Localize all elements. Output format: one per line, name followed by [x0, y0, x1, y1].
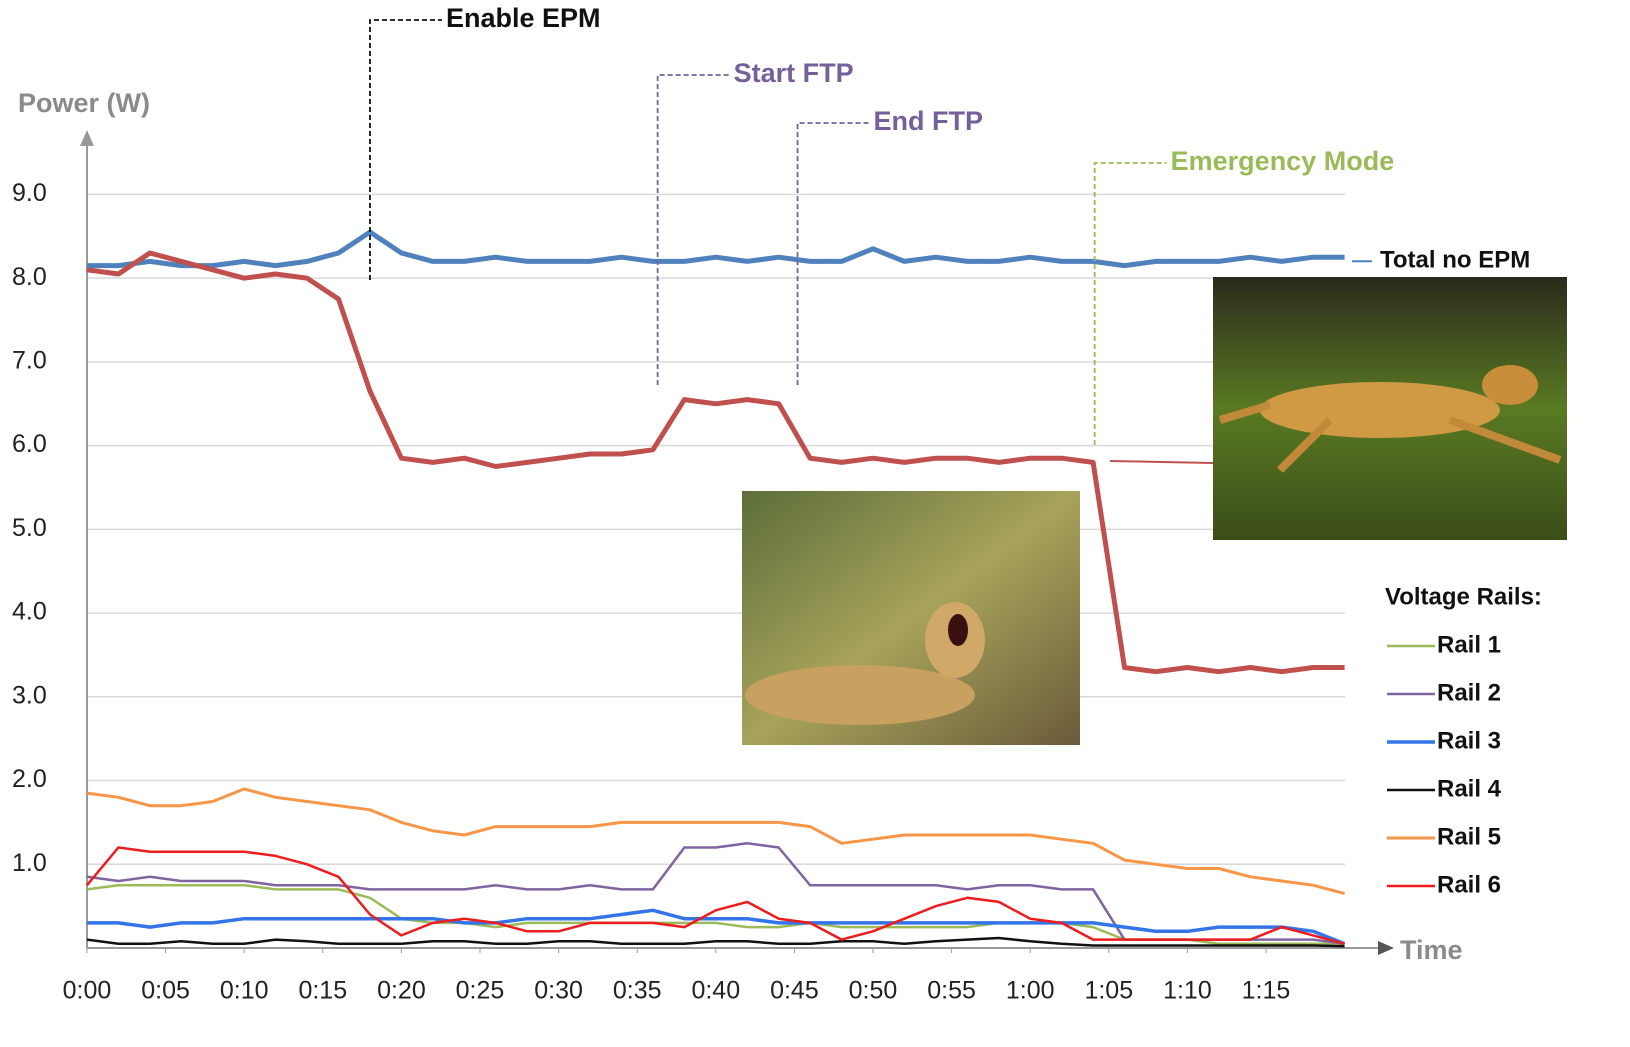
annotation-label: Emergency Mode — [1171, 146, 1395, 176]
legend-label: Rail 4 — [1437, 775, 1502, 802]
x-tick-label: 0:05 — [141, 977, 190, 1005]
x-axis-arrow — [1378, 941, 1394, 955]
y-tick-label: 7.0 — [12, 346, 47, 374]
x-tick-label: 0:50 — [849, 977, 898, 1005]
legend-label: Rail 6 — [1437, 871, 1501, 898]
x-tick-label: 0:55 — [927, 977, 976, 1005]
x-tick-label: 0:20 — [377, 977, 426, 1005]
x-tick-label: 0:45 — [770, 977, 819, 1005]
x-tick-label: 1:00 — [1006, 977, 1055, 1005]
x-tick-label: 1:15 — [1242, 977, 1291, 1005]
annotation-label: Start FTP — [734, 58, 854, 88]
photo-resting-cheetah — [742, 491, 1080, 745]
legend-label: Rail 3 — [1437, 727, 1501, 754]
series-line — [87, 789, 1345, 894]
y-tick-label: 3.0 — [12, 681, 47, 709]
chart: Power (W) Time Voltage Rails: 1.0 2.0 3.0 4… — [0, 0, 1630, 1042]
legend-label: Rail 1 — [1437, 631, 1501, 658]
end-label: Total no EPM — [1380, 247, 1530, 274]
x-tick-label: 1:10 — [1163, 977, 1212, 1005]
legend-label: Rail 2 — [1437, 679, 1501, 706]
annotation-label: Enable EPM — [446, 3, 601, 33]
annotation-leader — [1095, 163, 1167, 445]
y-axis-label: Power (W) — [18, 88, 150, 118]
series-line — [87, 848, 1345, 944]
legend-title: Voltage Rails: — [1385, 583, 1542, 610]
x-tick-label: 0:25 — [456, 977, 505, 1005]
x-tick-label: 0:35 — [613, 977, 662, 1005]
series-line — [87, 885, 1345, 944]
callout-line — [1110, 461, 1213, 463]
annotation-leader — [658, 75, 730, 385]
y-tick-label: 1.0 — [12, 849, 47, 877]
y-tick-label: 8.0 — [12, 263, 47, 291]
x-axis-label: Time — [1400, 935, 1463, 965]
x-tick-label: 0:00 — [63, 977, 112, 1005]
series-line — [87, 232, 1345, 266]
x-tick-label: 0:40 — [691, 977, 740, 1005]
x-tick-label: 0:10 — [220, 977, 269, 1005]
series-line — [87, 843, 1345, 944]
y-tick-label: 9.0 — [12, 179, 47, 207]
y-tick-label: 5.0 — [12, 514, 47, 542]
y-tick-label: 4.0 — [12, 598, 47, 626]
legend-label: Rail 5 — [1437, 823, 1501, 850]
y-tick-label: 6.0 — [12, 430, 47, 458]
y-axis-arrow — [80, 130, 94, 146]
photo-running-cheetah — [1213, 277, 1567, 540]
annotation-label: End FTP — [874, 106, 984, 136]
y-tick-label: 2.0 — [12, 765, 47, 793]
x-tick-label: 1:05 — [1084, 977, 1133, 1005]
x-tick-label: 0:30 — [534, 977, 583, 1005]
x-tick-label: 0:15 — [298, 977, 347, 1005]
